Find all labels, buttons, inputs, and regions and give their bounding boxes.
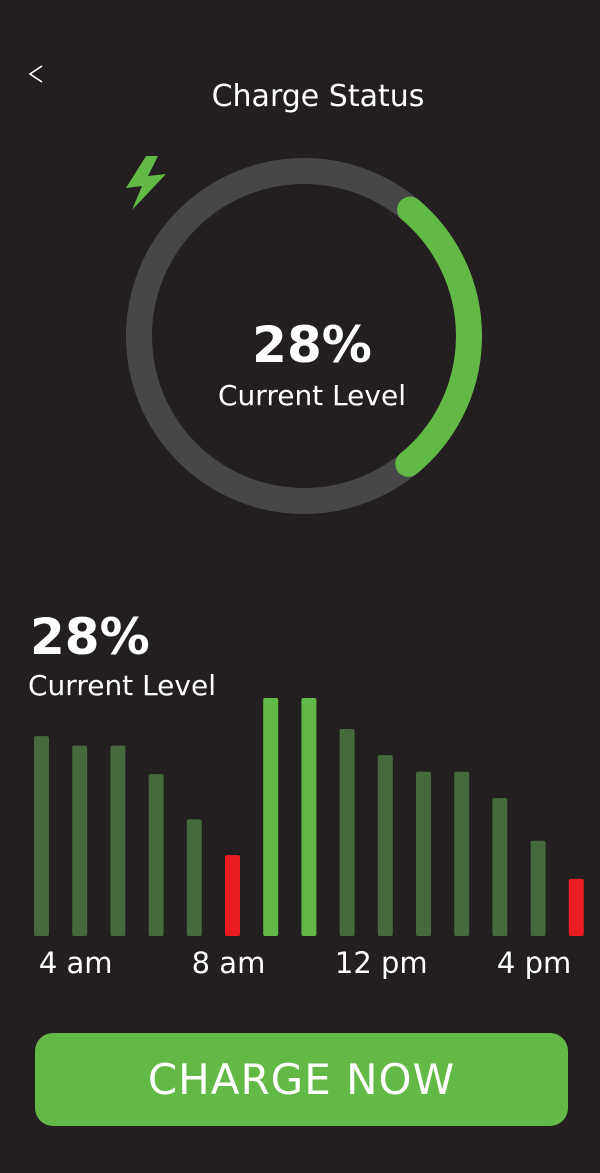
lightning-bolt-icon <box>124 156 168 210</box>
gauge-caption: Current Level <box>124 378 500 414</box>
x-tick-label-2: 8 am <box>192 946 266 980</box>
chart-bar-11 <box>416 772 431 936</box>
chart-bar-10 <box>378 755 393 936</box>
x-tick-label-3: 12 pm <box>335 946 428 980</box>
chart-bar-12 <box>454 772 469 936</box>
chart-bar-7 <box>263 698 278 936</box>
gauge-percent: 28% <box>124 314 500 376</box>
chart-bar-2 <box>72 746 87 936</box>
chart-bar-3 <box>110 746 125 936</box>
chart-bar-15 <box>569 879 584 936</box>
x-tick-label-1: 4 am <box>39 946 113 980</box>
x-tick-label-4: 4 pm <box>497 946 571 980</box>
chart-bar-9 <box>340 729 355 936</box>
page-title: Charge Status <box>0 78 600 116</box>
chart-bar-6 <box>225 855 240 936</box>
chart-bar-8 <box>301 698 316 936</box>
chart-bar-1 <box>34 736 49 936</box>
chart-bar-13 <box>492 798 507 936</box>
chart-bar-5 <box>187 819 202 936</box>
charge-gauge: 28% Current Level <box>124 156 484 516</box>
charge-history-chart: 4 am 8 am 12 pm 4 pm <box>0 690 600 990</box>
chart-bar-4 <box>149 774 164 936</box>
current-level-value: 28% <box>30 606 150 668</box>
charge-now-button[interactable]: CHARGE NOW <box>35 1033 568 1126</box>
chart-bar-14 <box>531 841 546 936</box>
